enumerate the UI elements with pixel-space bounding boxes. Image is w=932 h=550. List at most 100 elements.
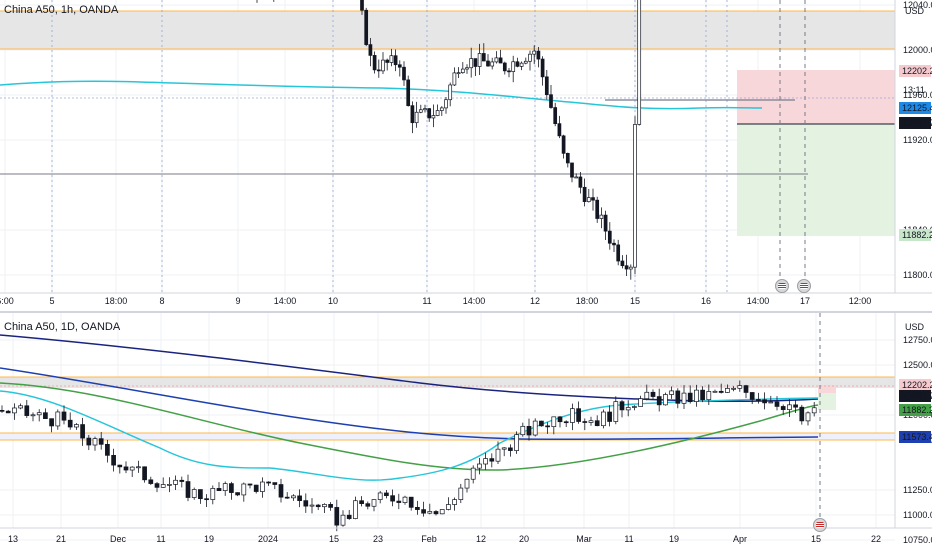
candle-down bbox=[303, 500, 309, 507]
price-tag bbox=[899, 102, 931, 114]
price-axis-label: 10750.0 bbox=[903, 535, 932, 545]
candle-down bbox=[390, 495, 395, 502]
daily-chart-canvas[interactable]: 12750.012500.012000.011750.011250.011000… bbox=[0, 313, 932, 550]
time-axis-label: 5 bbox=[49, 296, 54, 306]
price-axis-label: 11920.0 bbox=[903, 135, 932, 145]
candle-down bbox=[235, 492, 240, 496]
candle-up bbox=[469, 58, 474, 69]
candle-up bbox=[588, 420, 594, 423]
candle-up bbox=[637, 0, 642, 125]
candle-down bbox=[111, 455, 116, 466]
candle-up bbox=[291, 495, 296, 499]
time-axis-label: 11 bbox=[422, 296, 431, 306]
price-axis-label: 12040.0 bbox=[903, 0, 932, 10]
price-tag bbox=[899, 229, 931, 241]
ema-line bbox=[0, 80, 763, 110]
currency-label: USD bbox=[905, 322, 925, 332]
candle-up bbox=[423, 108, 427, 111]
candle-down bbox=[86, 437, 92, 446]
candle-down bbox=[507, 70, 511, 73]
ma-blue-line bbox=[0, 367, 819, 441]
candle-up bbox=[737, 385, 743, 389]
candle-up bbox=[599, 214, 604, 219]
candle-up bbox=[787, 404, 792, 410]
candle-up bbox=[414, 111, 419, 124]
candle-up bbox=[520, 425, 526, 436]
time-axis-label: 15 bbox=[329, 534, 339, 544]
daily-chart-pane[interactable]: 12750.012500.012000.011750.011250.011000… bbox=[0, 313, 932, 550]
hourly-chart-pane[interactable]: 12280.012240.012160.012080.012040.012000… bbox=[0, 0, 932, 313]
candle-down bbox=[297, 495, 302, 501]
candle-down bbox=[61, 411, 67, 421]
candle-down bbox=[515, 61, 520, 67]
candle-up bbox=[465, 67, 469, 70]
us-event-flag-icon[interactable] bbox=[797, 279, 811, 293]
time-axis-label: 16 bbox=[701, 296, 711, 306]
candle-down bbox=[620, 260, 625, 267]
price-tag-label: 11573.4 bbox=[902, 432, 932, 442]
candle-up bbox=[477, 53, 482, 67]
candle-up bbox=[460, 68, 465, 74]
candle-down bbox=[117, 464, 123, 468]
time-axis-label: Dec bbox=[110, 534, 127, 544]
price-axis-label: 13:11 bbox=[903, 85, 925, 95]
candle-down bbox=[247, 483, 253, 486]
candle-down bbox=[216, 488, 222, 491]
candle-down bbox=[650, 391, 656, 397]
candle-up bbox=[532, 50, 537, 55]
price-tag bbox=[899, 431, 931, 443]
time-axis-label: 15 bbox=[811, 534, 821, 544]
candle-up bbox=[523, 60, 528, 64]
candle-down bbox=[185, 481, 191, 498]
candle-down bbox=[393, 55, 398, 66]
candle-down bbox=[24, 405, 30, 416]
candle-up bbox=[222, 483, 228, 491]
candle-up bbox=[36, 412, 42, 416]
candle-up bbox=[805, 412, 811, 422]
candle-up bbox=[725, 388, 730, 393]
stop-loss-zone bbox=[737, 70, 895, 124]
hourly-chart-canvas[interactable]: 12280.012240.012160.012080.012040.012000… bbox=[0, 0, 932, 313]
candle-up bbox=[712, 390, 718, 393]
candle-up bbox=[260, 481, 265, 492]
candle-down bbox=[408, 496, 414, 508]
candle-down bbox=[718, 390, 724, 393]
time-axis-label: 14:00 bbox=[274, 296, 297, 306]
candle-down bbox=[595, 199, 600, 219]
candle-down bbox=[780, 406, 786, 410]
candle-up bbox=[452, 499, 457, 505]
candle-down bbox=[578, 176, 583, 188]
candle-down bbox=[607, 411, 612, 422]
us-event-flag-icon[interactable] bbox=[775, 279, 789, 293]
candle-down bbox=[486, 60, 490, 67]
candle-up bbox=[446, 504, 451, 510]
daily-chart-title: China A50, 1D, OANDA bbox=[4, 321, 121, 333]
price-tag-label: 11882.2 bbox=[902, 405, 932, 415]
price-tag bbox=[899, 404, 931, 416]
candle-down bbox=[498, 57, 503, 64]
price-tag bbox=[899, 117, 931, 129]
candle-down bbox=[700, 389, 705, 401]
blue-zone bbox=[0, 433, 895, 440]
candle-up bbox=[12, 407, 17, 414]
price-axis-label: 11000.0 bbox=[903, 510, 932, 520]
candle-up bbox=[418, 109, 423, 113]
time-axis-label: 18:00 bbox=[576, 296, 599, 306]
time-axis-label: 12 bbox=[476, 534, 486, 544]
candle-up bbox=[309, 504, 315, 507]
candle-down bbox=[557, 416, 563, 423]
candle-down bbox=[402, 66, 406, 81]
range-zone bbox=[0, 377, 895, 388]
time-axis-label: 18:00 bbox=[105, 296, 128, 306]
candle-down bbox=[619, 401, 625, 411]
us-event-flag-icon[interactable] bbox=[813, 518, 827, 532]
candle-up bbox=[663, 394, 668, 406]
candle-down bbox=[123, 466, 129, 471]
candle-down bbox=[743, 385, 749, 393]
range-zone bbox=[0, 11, 895, 49]
candle-up bbox=[18, 405, 23, 409]
candle-down bbox=[526, 425, 532, 436]
candle-up bbox=[191, 489, 197, 498]
candle-up bbox=[574, 176, 579, 179]
stop-loss-zone bbox=[818, 385, 836, 393]
